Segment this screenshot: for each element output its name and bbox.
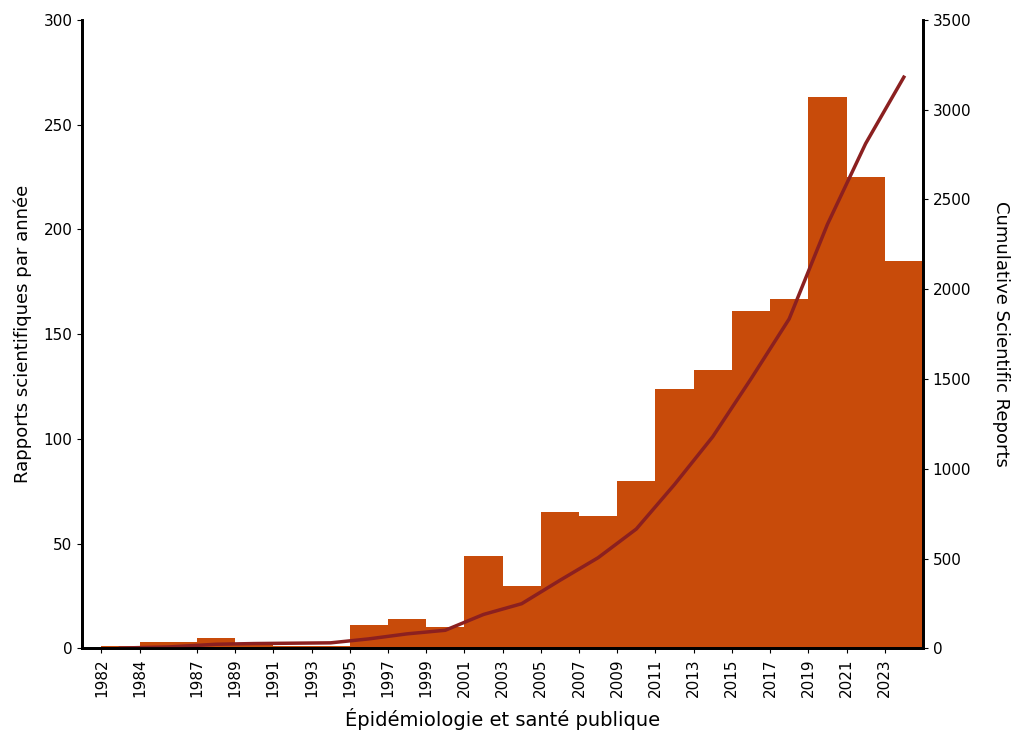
Bar [847, 177, 885, 649]
Bar [885, 261, 923, 649]
Bar [503, 586, 541, 649]
Bar [273, 647, 311, 649]
Bar [617, 481, 655, 649]
Y-axis label: Cumulative Scientific Reports: Cumulative Scientific Reports [992, 201, 1010, 467]
Y-axis label: Rapports scientifiques par année: Rapports scientifiques par année [14, 185, 33, 484]
Bar [426, 627, 464, 649]
Bar [197, 638, 236, 649]
Bar [350, 626, 388, 649]
Bar [101, 647, 139, 649]
Bar [655, 388, 693, 649]
X-axis label: Épidémiologie et santé publique: Épidémiologie et santé publique [345, 708, 660, 730]
Bar [541, 512, 579, 649]
Bar [732, 311, 770, 649]
Bar [311, 647, 350, 649]
Bar [464, 557, 503, 649]
Bar [388, 619, 426, 649]
Bar [236, 644, 273, 649]
Bar [579, 516, 617, 649]
Bar [693, 370, 732, 649]
Bar [139, 642, 197, 649]
Bar [808, 97, 847, 649]
Bar [770, 298, 808, 649]
